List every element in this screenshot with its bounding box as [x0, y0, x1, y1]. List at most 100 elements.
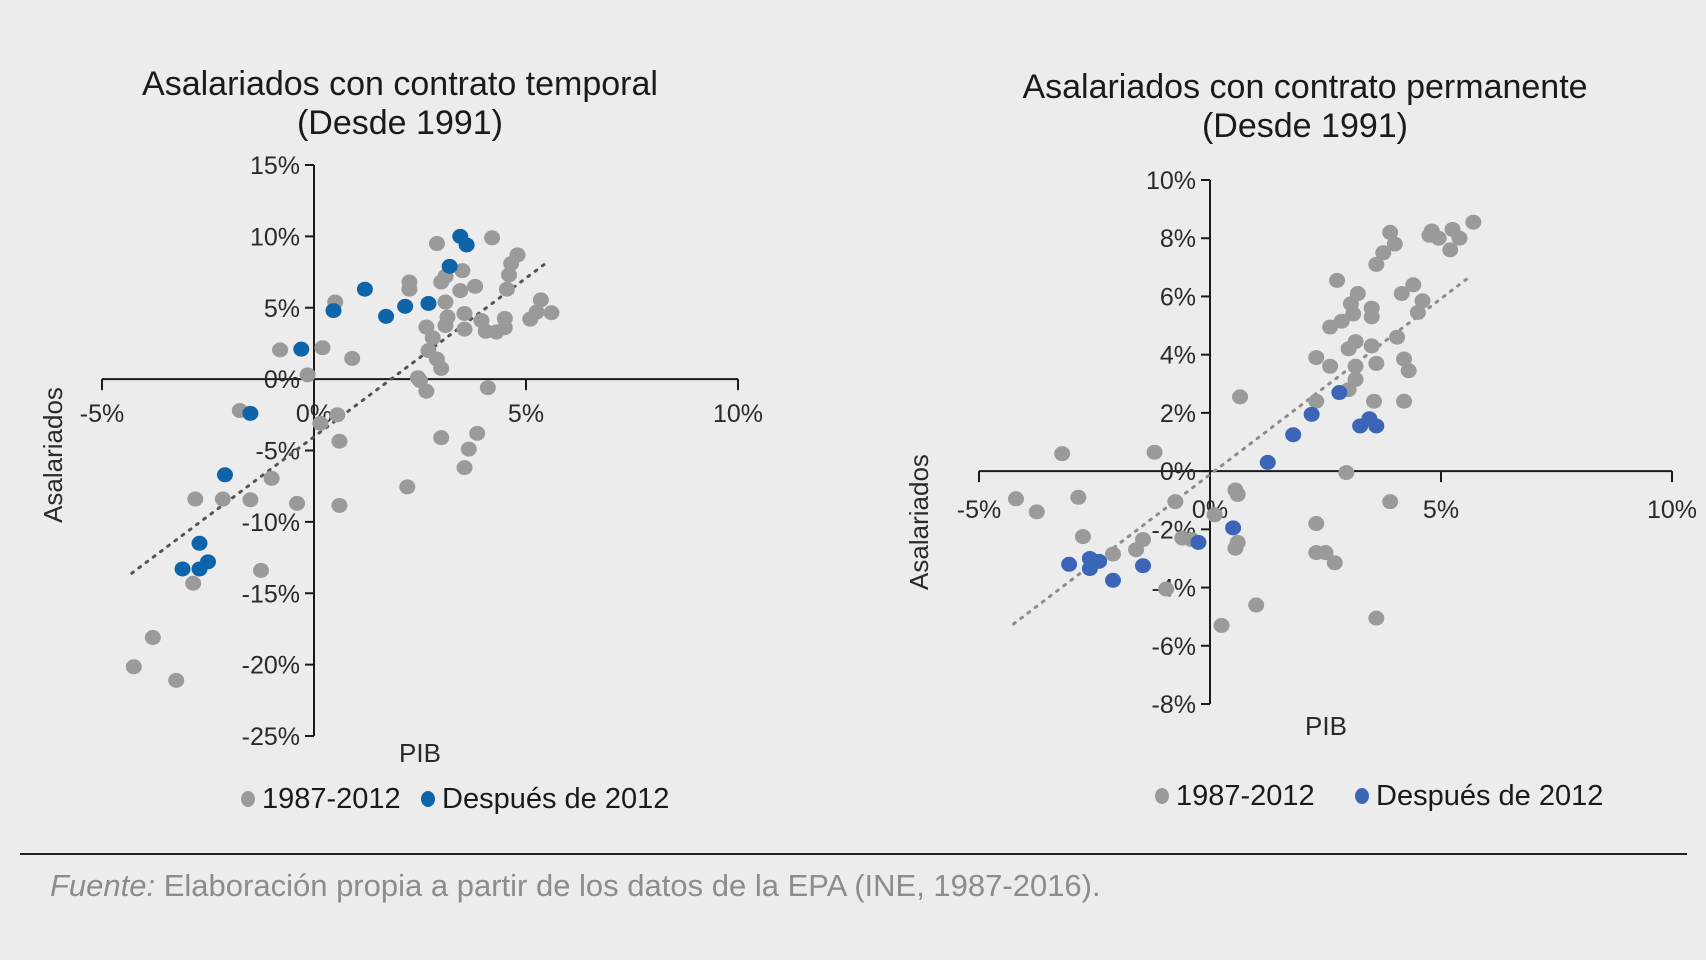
data-point-1987-2012 [456, 460, 473, 476]
data-point-1987-2012 [428, 236, 445, 252]
data-point-1987-2012 [344, 350, 361, 366]
data-point-1987-2012 [289, 495, 306, 511]
legend-label: Después de 2012 [1376, 780, 1603, 812]
data-point-1987-2012 [1317, 545, 1334, 561]
data-point-1987-2012 [532, 292, 549, 308]
data-point-1987-2012 [437, 318, 454, 334]
data-point-1987-2012 [1363, 338, 1380, 354]
data-point-1987-2012 [424, 330, 441, 346]
data-point-1987-2012 [1405, 277, 1422, 293]
data-point-1987-2012 [1421, 227, 1438, 243]
data-point-1987-2012 [1382, 224, 1399, 240]
y-tick-label: -20% [242, 652, 300, 680]
data-point-1987-2012 [433, 430, 450, 446]
footer-divider [20, 853, 1687, 855]
data-point-1987-2012 [1146, 444, 1163, 460]
data-point-1987-2012 [1400, 363, 1417, 379]
data-point-1987-2012 [1326, 555, 1343, 571]
y-tick-label: -5% [256, 438, 300, 466]
y-tick-label: 15% [250, 152, 300, 180]
data-point-1987-2012 [1213, 617, 1230, 633]
y-tick-label: 6% [1160, 283, 1196, 311]
data-point-1987-2012 [433, 274, 450, 290]
x-axis-label: PIB [399, 738, 441, 768]
data-point-1987-2012 [214, 491, 231, 507]
data-point-1987-2012 [460, 441, 477, 457]
data-point-despues-2012 [1190, 534, 1207, 550]
y-tick-label: -6% [1152, 633, 1196, 661]
data-point-1987-2012 [1229, 486, 1246, 502]
y-tick-label: 0% [264, 366, 300, 394]
chart-temporal: Asalariados con contrato temporal(Desde … [38, 65, 763, 815]
y-axis-label: Asalariados [38, 387, 68, 523]
data-point-1987-2012 [331, 497, 348, 513]
data-point-1987-2012 [1174, 530, 1191, 546]
data-point-1987-2012 [1393, 286, 1410, 302]
data-point-1987-2012 [401, 281, 418, 297]
data-point-1987-2012 [496, 320, 513, 336]
data-point-1987-2012 [1386, 236, 1403, 252]
data-point-despues-2012 [174, 561, 191, 577]
data-point-despues-2012 [1135, 558, 1152, 574]
chart-subtitle: (Desde 1991) [1202, 107, 1408, 145]
data-point-despues-2012 [356, 281, 373, 297]
data-point-despues-2012 [325, 303, 342, 319]
data-point-1987-2012 [1442, 242, 1459, 258]
chart-title: Asalariados con contrato temporal [142, 65, 658, 103]
data-point-1987-2012 [331, 433, 348, 449]
data-point-1987-2012 [503, 255, 520, 271]
data-point-1987-2012 [1329, 272, 1346, 288]
data-point-1987-2012 [1158, 581, 1175, 597]
data-point-1987-2012 [1227, 540, 1244, 556]
chart-permanente: Asalariados con contrato permanente(Desd… [904, 68, 1697, 812]
data-point-1987-2012 [1465, 214, 1482, 230]
data-point-despues-2012 [397, 298, 414, 314]
data-point-1987-2012 [1322, 358, 1339, 374]
data-point-1987-2012 [456, 321, 473, 337]
data-point-1987-2012 [484, 230, 501, 246]
data-point-despues-2012 [1331, 385, 1348, 401]
y-tick-label: -10% [242, 509, 300, 537]
data-point-1987-2012 [314, 340, 331, 356]
y-tick-label: 0% [1160, 458, 1196, 486]
data-point-1987-2012 [1396, 351, 1413, 367]
data-point-despues-2012 [1303, 406, 1320, 422]
data-point-1987-2012 [299, 367, 316, 383]
data-point-1987-2012 [501, 267, 518, 283]
data-point-1987-2012 [1232, 389, 1249, 405]
data-point-1987-2012 [1338, 465, 1355, 481]
data-point-1987-2012 [263, 470, 280, 486]
source-text: Elaboración propia a partir de los datos… [155, 868, 1101, 903]
data-point-1987-2012 [1389, 329, 1406, 345]
data-point-1987-2012 [1248, 597, 1265, 613]
data-point-1987-2012 [1396, 393, 1413, 409]
data-point-1987-2012 [272, 342, 289, 358]
trend-line [1012, 276, 1471, 626]
data-point-1987-2012 [1167, 494, 1184, 510]
data-point-1987-2012 [1451, 230, 1468, 246]
y-tick-label: 5% [264, 295, 300, 323]
data-point-despues-2012 [293, 341, 310, 357]
data-point-1987-2012 [1375, 245, 1392, 261]
data-point-1987-2012 [1345, 306, 1362, 322]
data-point-1987-2012 [168, 672, 185, 688]
data-point-1987-2012 [1104, 546, 1121, 562]
data-point-1987-2012 [522, 311, 539, 327]
data-point-1987-2012 [1308, 516, 1325, 532]
data-point-despues-2012 [1285, 427, 1302, 443]
data-point-1987-2012 [469, 425, 486, 441]
data-point-despues-2012 [1225, 520, 1242, 536]
data-point-1987-2012 [467, 278, 484, 294]
data-point-1987-2012 [1409, 304, 1426, 320]
data-point-1987-2012 [1340, 341, 1357, 357]
y-tick-label: 10% [1146, 167, 1196, 195]
x-tick-label: 5% [508, 400, 544, 428]
y-tick-label: -8% [1152, 691, 1196, 719]
data-point-1987-2012 [454, 263, 471, 279]
data-point-1987-2012 [1007, 491, 1024, 507]
chart-subtitle: (Desde 1991) [297, 104, 503, 142]
data-point-1987-2012 [456, 305, 473, 321]
data-point-despues-2012 [191, 535, 208, 551]
data-point-1987-2012 [1382, 494, 1399, 510]
data-point-1987-2012 [242, 492, 259, 508]
